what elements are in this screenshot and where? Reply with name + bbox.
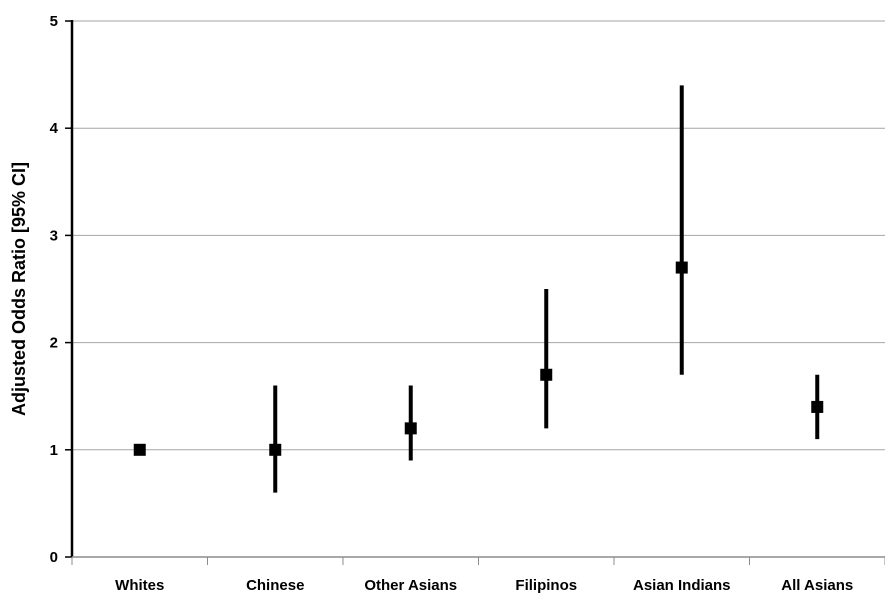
y-tick-label: 5 <box>50 13 58 30</box>
y-tick-label: 3 <box>50 227 58 244</box>
point-marker-0 <box>133 443 146 456</box>
y-tick-labels: 0 1 2 3 4 5 <box>50 13 59 566</box>
axes <box>65 20 885 565</box>
x-tick-label: Whites <box>115 577 164 594</box>
point-marker-5 <box>811 400 824 413</box>
point-marker-4 <box>675 261 688 274</box>
point-marker-2 <box>404 422 417 435</box>
y-tick-label: 2 <box>50 335 58 352</box>
x-tick-labels: Whites Chinese Other Asians Filipinos Asian … <box>115 577 853 594</box>
x-tick-label: Chinese <box>246 577 304 594</box>
x-tick-label: Other Asians <box>364 577 457 594</box>
gridlines <box>72 20 885 451</box>
y-axis-title: Adjusted Odds Ratio [95% CI] <box>9 162 29 416</box>
y-tick-label: 4 <box>50 120 59 137</box>
point-marker-3 <box>540 368 553 381</box>
x-tick-label: All Asians <box>781 577 853 594</box>
y-tick-label: 1 <box>50 442 58 459</box>
x-tick-label: Filipinos <box>515 577 577 594</box>
y-tick-label: 0 <box>50 549 58 566</box>
x-tick-label: Asian Indians <box>633 577 731 594</box>
data-marks <box>133 85 824 493</box>
point-marker-1 <box>269 443 282 456</box>
